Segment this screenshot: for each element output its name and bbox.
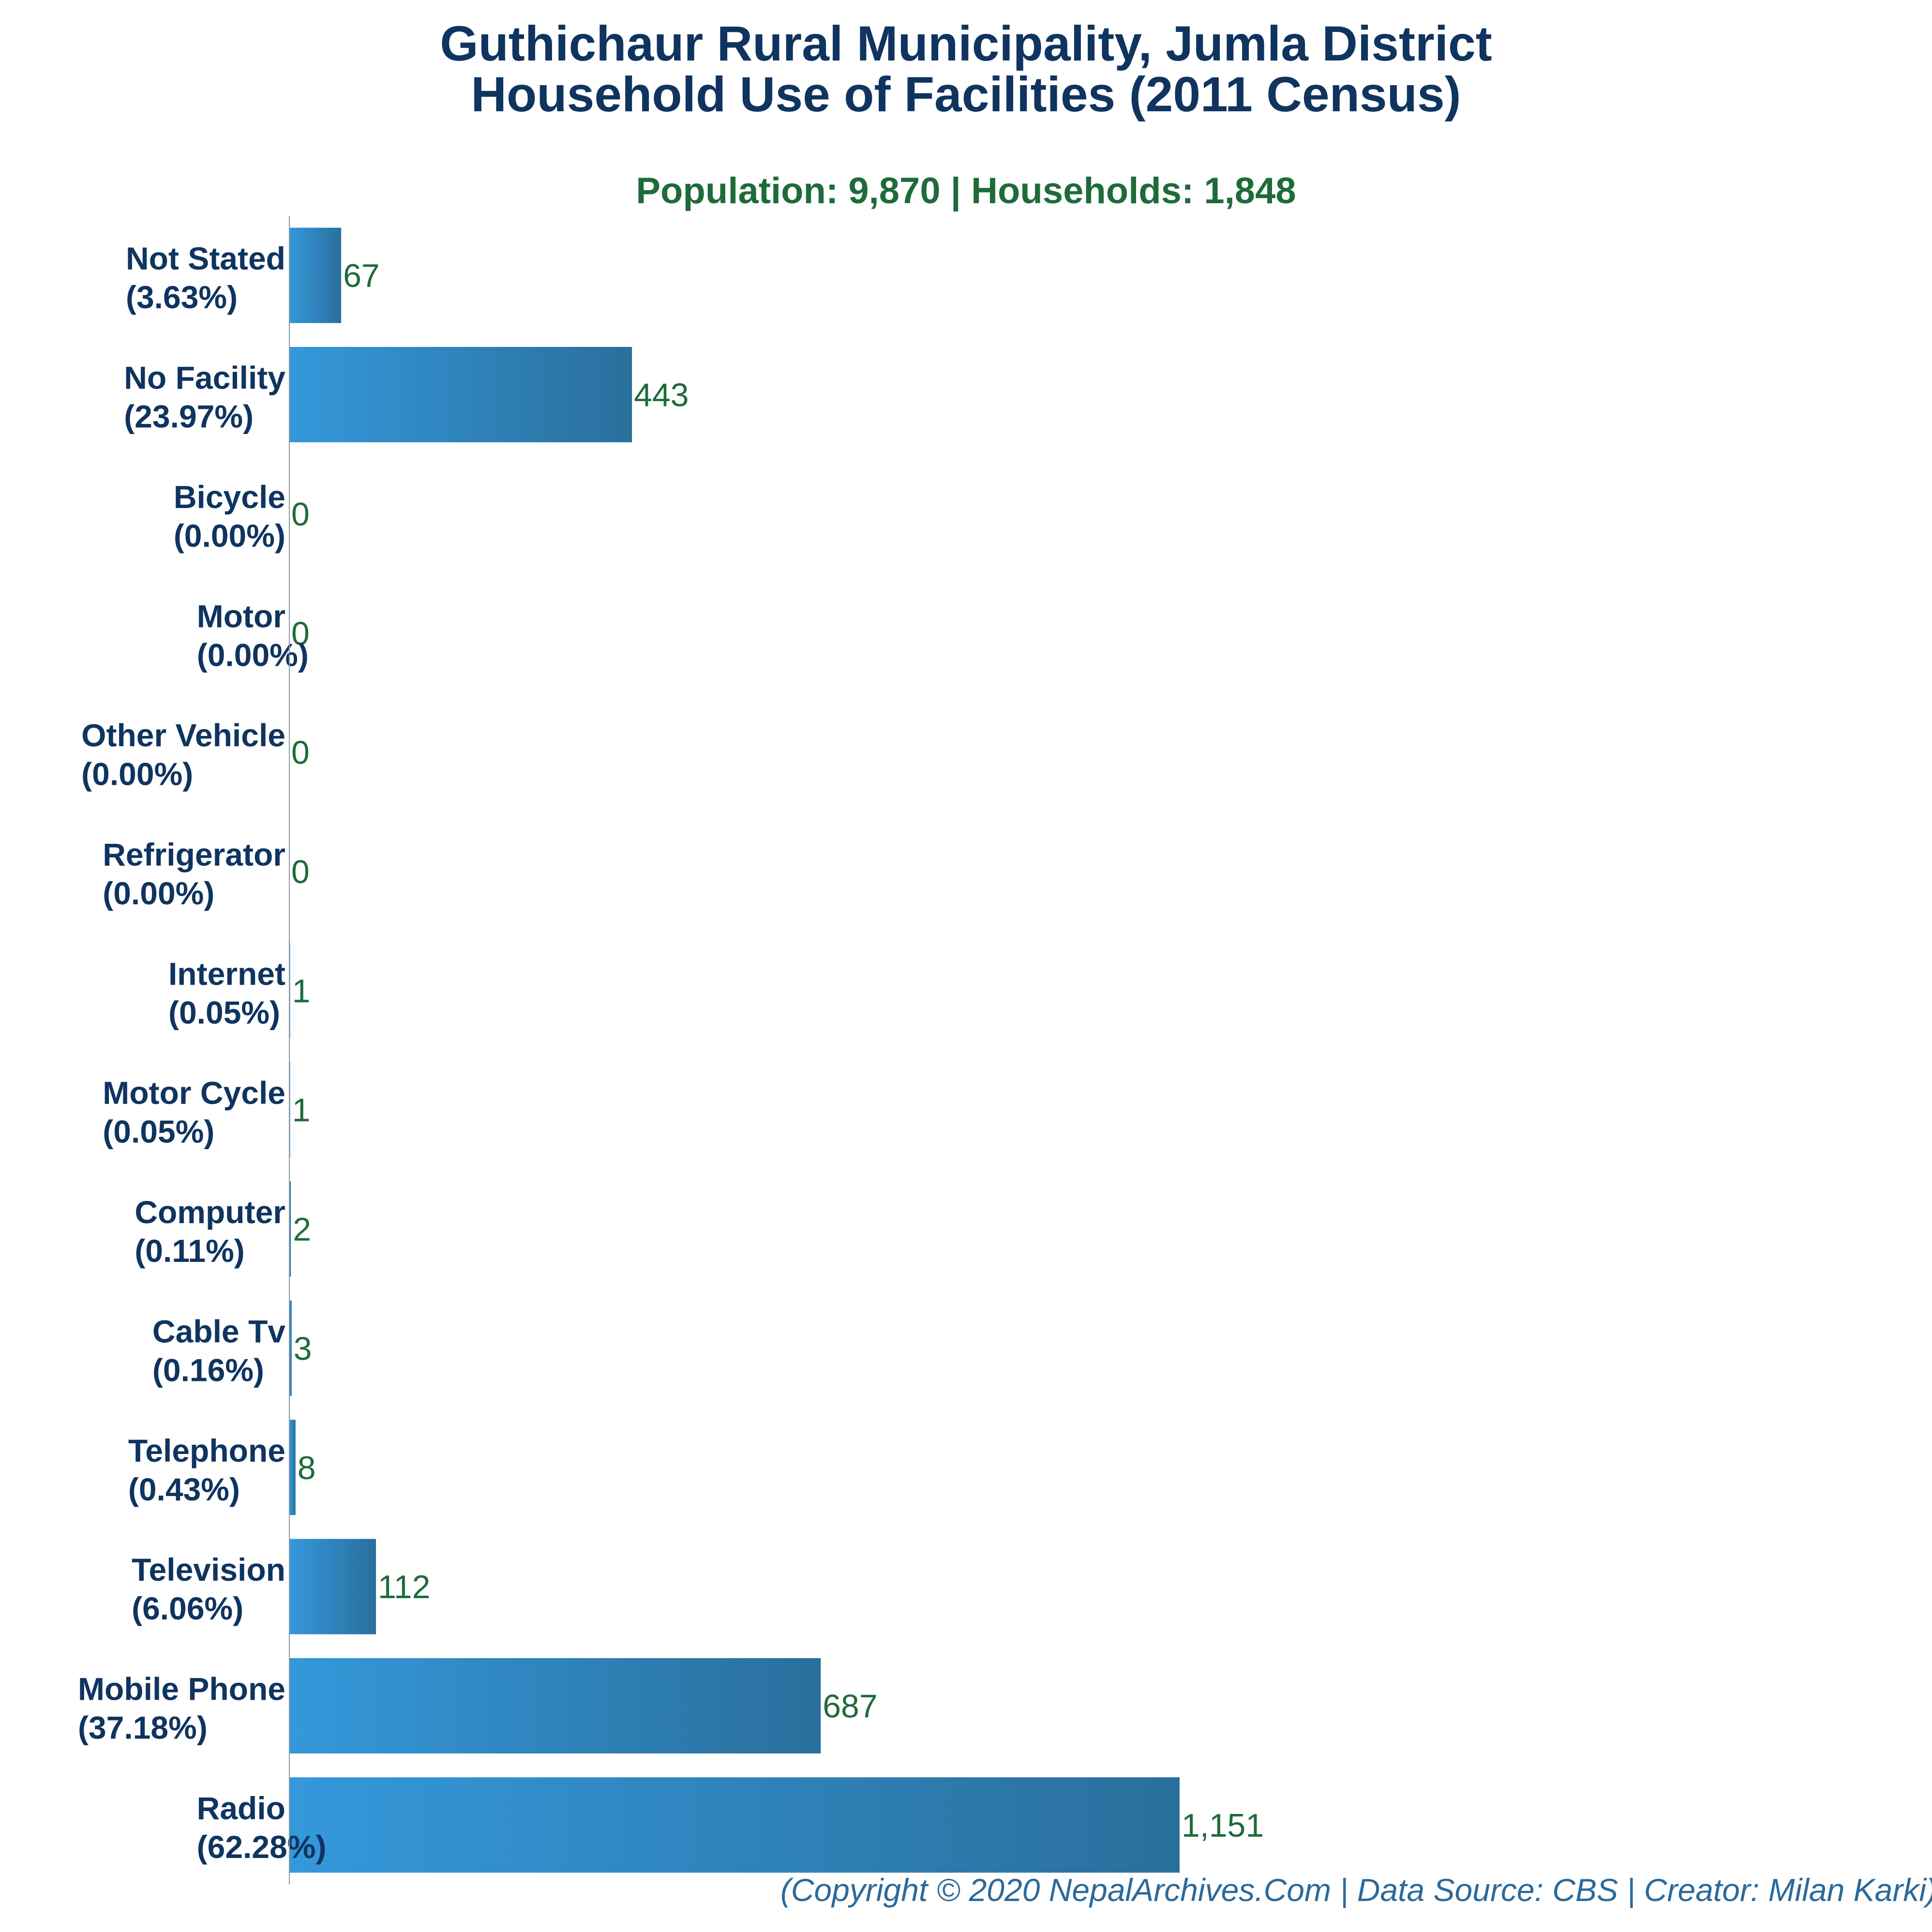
category-label: Mobile Phone (37.18%): [78, 1671, 285, 1745]
category-label: Motor Cycle (0.05%): [103, 1075, 285, 1150]
category-percent: (0.05%): [168, 994, 280, 1030]
category-percent: (0.00%): [197, 637, 309, 673]
category-label: Computer (0.11%): [135, 1194, 285, 1269]
category-percent: (3.63%): [126, 279, 238, 315]
category-labels-group: Not Stated (3.63%) No Facility (23.97%) Bicy…: [78, 240, 326, 1865]
category-name: Radio: [197, 1790, 285, 1826]
category-percent: (62.28%): [197, 1829, 327, 1865]
category-percent: (0.05%): [103, 1114, 214, 1150]
bar-value-label: 0: [291, 734, 310, 771]
bar-telephone: [289, 1420, 296, 1515]
bar-value-label: 0: [291, 615, 310, 652]
bar-mobile-phone: [289, 1658, 821, 1754]
bar-value-label: 0: [291, 854, 310, 890]
bar-value-label: 1,151: [1182, 1807, 1264, 1844]
category-name: Bicycle: [174, 479, 285, 515]
chart-title-line-2: Household Use of Facilities (2011 Census…: [471, 67, 1461, 122]
bar-value-label: 1: [292, 1092, 311, 1129]
bar-value-label: 687: [823, 1688, 877, 1724]
bar-radio: [289, 1777, 1180, 1873]
bar-value-label: 1: [292, 973, 311, 1009]
bar-value-label: 112: [378, 1569, 430, 1605]
bar-no-facility: [289, 346, 632, 443]
category-name: Television: [132, 1552, 285, 1588]
category-name: Motor: [197, 598, 285, 634]
category-label: No Facility (23.97%): [124, 360, 285, 434]
category-label: Internet (0.05%): [168, 956, 285, 1030]
copyright-footer: (Copyright © 2020 NepalArchives.Com | Da…: [780, 1872, 1932, 1908]
bar-value-label: 0: [291, 496, 310, 533]
category-name: Computer: [135, 1194, 285, 1230]
category-label: Telephone (0.43%): [128, 1433, 285, 1507]
category-name: Motor Cycle: [103, 1075, 285, 1111]
chart-subtitle: Population: 9,870 | Households: 1,848: [636, 170, 1296, 211]
bar-value-label: 67: [343, 257, 380, 294]
bar-cable-tv: [289, 1300, 292, 1396]
category-name: Cable Tv: [152, 1313, 285, 1349]
category-percent: (6.06%): [132, 1590, 243, 1626]
bar-not-stated: [289, 227, 342, 323]
category-label: Bicycle (0.00%): [174, 479, 285, 554]
category-label: Television (6.06%): [132, 1552, 285, 1626]
category-name: Other Vehicle: [81, 718, 285, 753]
category-label: Refrigerator (0.00%): [103, 837, 285, 911]
category-percent: (0.11%): [135, 1233, 244, 1269]
category-name: Refrigerator: [103, 837, 285, 872]
category-name: Internet: [168, 956, 285, 991]
category-label: Other Vehicle (0.00%): [81, 718, 285, 792]
bar-value-label: 2: [293, 1211, 311, 1248]
category-percent: (23.97%): [124, 399, 254, 434]
bar-value-label: 443: [634, 377, 689, 414]
category-label: Not Stated (3.63%): [126, 240, 285, 315]
category-percent: (0.43%): [128, 1471, 240, 1507]
category-percent: (0.16%): [152, 1352, 264, 1388]
category-label: Radio (62.28%): [197, 1790, 327, 1865]
category-percent: (0.00%): [103, 875, 214, 911]
bar-television: [289, 1539, 376, 1634]
category-name: Mobile Phone: [78, 1671, 285, 1707]
category-percent: (37.18%): [78, 1709, 208, 1745]
bar-value-label: 8: [298, 1450, 316, 1486]
category-name: Telephone: [128, 1433, 285, 1468]
bar-value-label: 3: [294, 1330, 312, 1367]
chart-title: Guthichaur Rural Municipality, Jumla Dis…: [0, 18, 1932, 120]
category-name: No Facility: [124, 360, 285, 396]
category-label: Cable Tv (0.16%): [152, 1313, 285, 1388]
category-percent: (0.00%): [174, 518, 285, 554]
category-percent: (0.00%): [81, 756, 193, 792]
category-label: Motor (0.00%): [197, 598, 309, 673]
category-name: Not Stated: [126, 240, 285, 276]
bar-computer: [289, 1181, 291, 1277]
chart-title-line-1: Guthichaur Rural Municipality, Jumla Dis…: [440, 16, 1492, 71]
